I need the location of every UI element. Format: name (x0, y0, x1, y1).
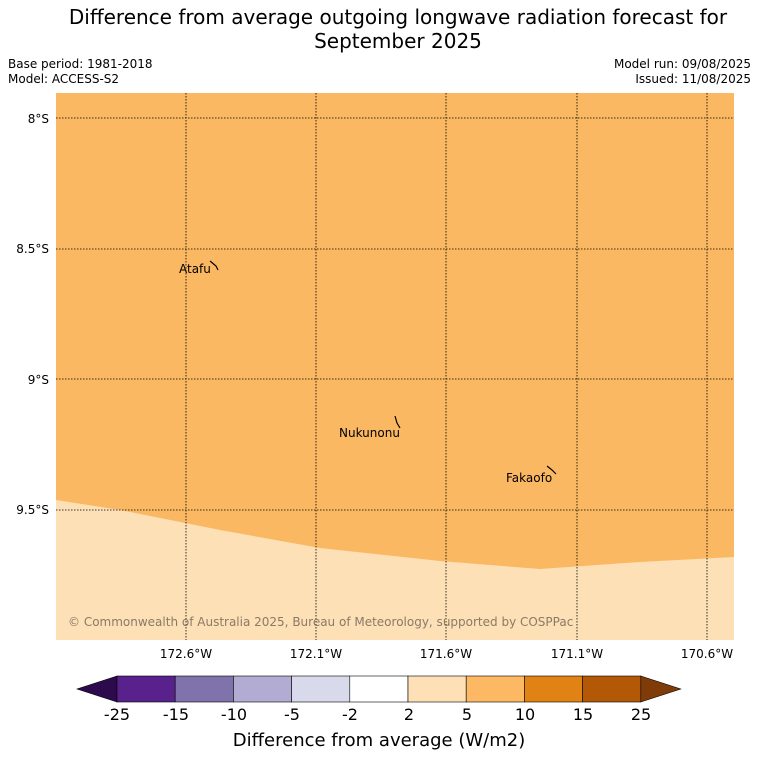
place-label-nukunonu: Nukunonu (339, 426, 400, 440)
colorbar-tick: 2 (403, 705, 415, 724)
colorbar-extend-high (640, 675, 682, 703)
colorbar (76, 675, 682, 703)
colorbar-segment (116, 675, 176, 703)
colorbar-tick: -10 (220, 705, 248, 724)
title-line-1: Difference from average outgoing longwav… (68, 5, 728, 29)
colorbar-extend-low (76, 675, 118, 703)
colorbar-tick: 10 (514, 705, 536, 724)
colorbar-tick: -15 (162, 705, 190, 724)
colorbar-tick: 25 (630, 705, 652, 724)
nukunonu-atoll-outline (394, 415, 401, 429)
lon-label-172-6w: 172.6°W (160, 647, 212, 661)
colorbar-segment (349, 675, 409, 703)
model-run: Model run: 09/08/2025 (613, 57, 751, 71)
colorbar-tick: -5 (284, 705, 300, 724)
lower-anomaly-region (56, 500, 734, 640)
copyright-notice: © Commonwealth of Australia 2025, Bureau… (68, 615, 573, 629)
meta-right: Model run: 09/08/2025 Issued: 11/08/2025 (614, 57, 751, 87)
issued-date: Issued: 11/08/2025 (635, 72, 751, 86)
colorbar-segment (524, 675, 583, 703)
meta-left: Base period: 1981-2018 Model: ACCESS-S2 (8, 57, 153, 87)
lon-label-172-1w: 172.1°W (290, 647, 342, 661)
colorbar-segment (582, 675, 642, 703)
base-period: Base period: 1981-2018 (8, 57, 153, 71)
lat-label-9-5s: 9.5°S (16, 503, 49, 517)
lat-label-8-5s: 8.5°S (16, 242, 49, 256)
colorbar-segment (407, 675, 467, 703)
chart-title: Difference from average outgoing longwav… (0, 5, 758, 53)
colorbar-segment (174, 675, 234, 703)
colorbar-segment (233, 675, 292, 703)
colorbar-tick: 15 (572, 705, 594, 724)
place-label-fakaofo: Fakaofo (506, 471, 552, 485)
colorbar-segment (291, 675, 351, 703)
gridlines (56, 93, 734, 640)
colorbar-tick-labels: -25 -15 -10 -5 -2 2 5 10 15 25 (0, 705, 758, 727)
colorbar-segment (465, 675, 525, 703)
lat-label-9s: 9°S (28, 373, 49, 387)
fakaofo-atoll-outline (546, 465, 557, 475)
title-line-2: September 2025 (314, 29, 482, 53)
colorbar-tick: -25 (103, 705, 131, 724)
place-label-atafu: Atafu (179, 262, 211, 276)
colorbar-tick: -2 (342, 705, 358, 724)
colorbar-tick: 5 (461, 705, 473, 724)
lon-label-170-6w: 170.6°W (681, 647, 733, 661)
model-name: Model: ACCESS-S2 (8, 72, 120, 86)
lon-label-171-1w: 171.1°W (551, 647, 603, 661)
lat-label-8s: 8°S (28, 112, 49, 126)
atafu-atoll-outline (209, 260, 219, 271)
lon-label-171-6w: 171.6°W (420, 647, 472, 661)
colorbar-title: Difference from average (W/m2) (232, 730, 526, 751)
